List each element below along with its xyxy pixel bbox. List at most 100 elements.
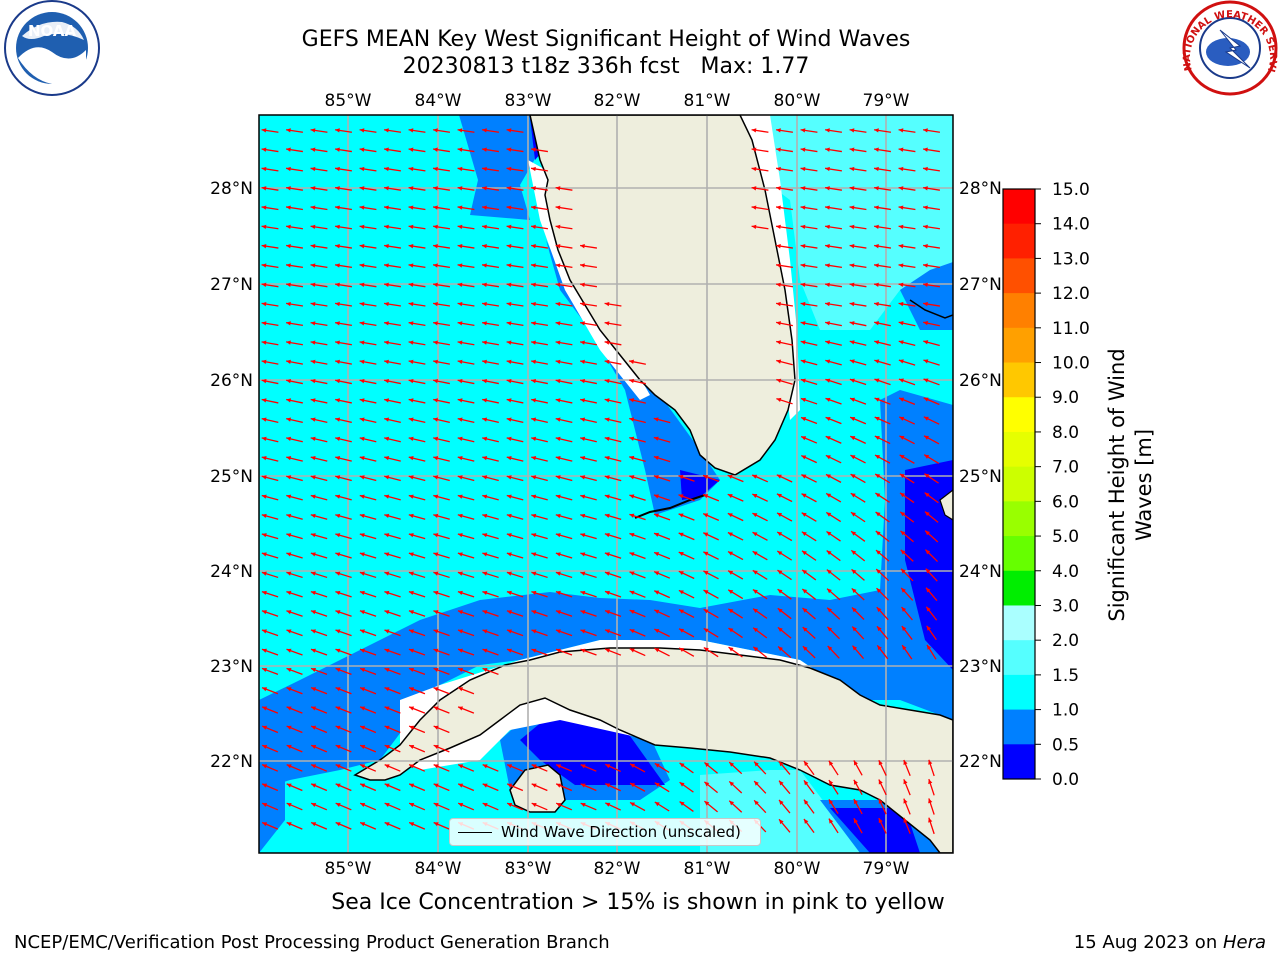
- wind-arrow-head: [803, 780, 809, 786]
- wind-arrow-head: [482, 533, 488, 538]
- wind-arrow-head: [261, 340, 267, 345]
- wind-arrow-head: [482, 128, 487, 133]
- wind-arrow-head: [507, 764, 513, 769]
- wind-arrow-head: [874, 224, 879, 230]
- wind-arrow-head: [457, 590, 463, 596]
- wind-arrow-head: [555, 263, 561, 268]
- longitude-labels-bottom: 85°W 84°W 83°W 82°W 81°W 80°W 79°W: [325, 859, 910, 879]
- wind-arrow-head: [630, 763, 636, 768]
- wind-arrow-head: [359, 128, 365, 133]
- wind-arrow-head: [850, 493, 856, 498]
- wind-arrow-head: [678, 551, 684, 556]
- wind-arrow-head: [531, 610, 537, 615]
- wind-arrow-head: [384, 725, 390, 730]
- wind-arrow-head: [506, 147, 512, 152]
- svg-text:NATIONAL WEATHER SERVICE: NATIONAL WEATHER SERVICE: [0, 0, 1278, 73]
- wind-arrow-head: [555, 417, 561, 422]
- wind-arrow-head: [506, 340, 512, 345]
- wind-arrow-head: [727, 494, 733, 499]
- wind-arrow-head: [433, 456, 439, 461]
- wind-arrow-head: [777, 589, 783, 594]
- wind-arrow-head: [779, 761, 784, 767]
- footer-host: Hera: [1222, 932, 1266, 953]
- wind-arrow-head: [457, 456, 463, 461]
- wind-arrow-head: [679, 782, 685, 787]
- wind-arrow-head: [384, 282, 389, 287]
- wind-arrow-head: [262, 706, 268, 711]
- wind-arrow-head: [580, 552, 586, 557]
- wind-arrow-head: [408, 166, 414, 172]
- wind-arrow-head: [828, 799, 834, 805]
- wind-arrow-head: [262, 802, 268, 807]
- wind-arrow-head: [310, 513, 316, 519]
- wind-arrow-head: [580, 802, 586, 807]
- wind-arrow-head: [310, 166, 316, 172]
- wind-arrow-head: [458, 802, 464, 807]
- wind-arrow-head: [506, 398, 512, 403]
- wind-arrow-head: [286, 764, 292, 769]
- wind-arrow-head: [776, 397, 782, 403]
- wind-arrow-head: [457, 610, 463, 615]
- wind-arrow-head: [898, 224, 904, 230]
- wind-arrow-head: [262, 764, 268, 769]
- wind-arrow-head: [827, 626, 833, 632]
- lat-label-right: 28°N: [959, 179, 1002, 199]
- wind-arrow-head: [359, 321, 365, 326]
- wind-arrow-head: [801, 455, 807, 460]
- wind-arrow-head: [604, 533, 610, 538]
- wind-arrow-head: [826, 531, 832, 536]
- wind-arrow-head: [777, 551, 783, 556]
- wind-arrow-head: [531, 244, 536, 249]
- wind-arrow-head: [286, 706, 292, 711]
- wind-arrow-head: [580, 571, 586, 576]
- wind-arrow-head: [678, 475, 684, 480]
- wind-arrow-head: [335, 147, 340, 152]
- wind-arrow-head: [556, 802, 562, 807]
- wind-arrow-head: [311, 667, 317, 673]
- wind-arrow-head: [360, 802, 366, 807]
- wind-arrow-head: [531, 552, 537, 557]
- wind-arrow-head: [703, 590, 709, 595]
- wind-arrow-head: [458, 783, 464, 788]
- wind-arrow-head: [409, 822, 415, 827]
- wind-arrow-head: [482, 629, 488, 634]
- wind-arrow-head: [384, 301, 389, 307]
- wind-arrow-head: [359, 301, 365, 307]
- lat-label-right: 24°N: [959, 562, 1002, 582]
- wind-arrow-head: [800, 224, 806, 230]
- colorbar-segment: [1003, 223, 1035, 259]
- wind-arrow-head: [580, 590, 586, 596]
- wind-arrow-head: [261, 186, 267, 191]
- wind-arrow-head: [604, 494, 610, 499]
- wind-arrow-head: [874, 436, 880, 441]
- wind-arrow-head: [433, 417, 439, 422]
- map-frame: [258, 114, 954, 854]
- wind-arrow-head: [408, 494, 414, 499]
- wind-arrow-head: [506, 378, 512, 384]
- wind-arrow-head: [555, 610, 561, 615]
- wind-arrow-head: [506, 205, 512, 210]
- wind-arrow-head: [703, 570, 709, 575]
- wind-arrow-head: [874, 186, 879, 191]
- wind-arrow-head: [310, 552, 316, 557]
- wind-arrow-head: [506, 456, 512, 461]
- wind-arrow-head: [457, 244, 463, 249]
- wind-arrow-head: [433, 244, 438, 249]
- wind-arrow-head: [898, 282, 904, 287]
- wind-arrow-head: [261, 224, 267, 230]
- wind-arrow-head: [408, 205, 414, 210]
- wind-arrow-head: [335, 822, 341, 827]
- wind-arrow-head: [506, 321, 512, 326]
- wind-arrow-head: [850, 416, 856, 421]
- wind-arrow-head: [703, 628, 709, 633]
- wind-arrow-head: [925, 568, 931, 574]
- wind-arrow-head: [531, 783, 537, 788]
- wind-arrow-head: [262, 667, 268, 673]
- wind-arrow-head: [408, 147, 414, 152]
- chart-subtitle: 20230813 t18z 336h fcst Max: 1.77: [402, 54, 810, 79]
- wind-arrow-head: [335, 764, 341, 769]
- wind-arrow-head: [851, 607, 857, 613]
- wind-arrow-head: [923, 416, 929, 421]
- wind-arrow-head: [753, 608, 758, 613]
- wind-arrow-head: [825, 436, 831, 441]
